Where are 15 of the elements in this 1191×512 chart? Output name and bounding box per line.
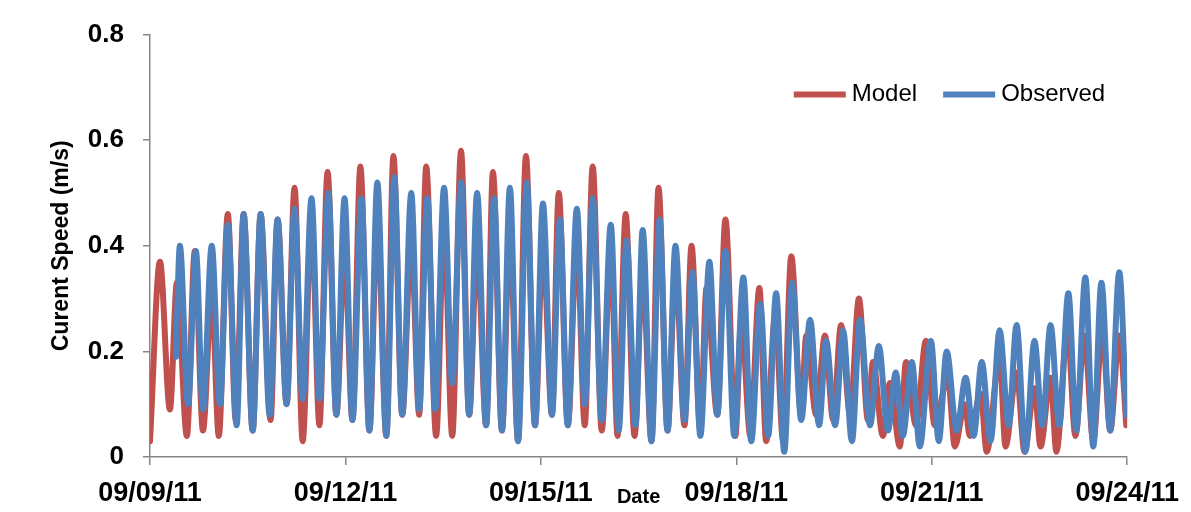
x-axis-title: Date xyxy=(616,484,661,507)
x-tick-label: 09/18/11 xyxy=(684,476,789,507)
x-tick-label: 09/24/11 xyxy=(1075,476,1180,507)
y-tick-label: 0 xyxy=(109,440,124,471)
y-tick-label: 0.6 xyxy=(87,123,124,154)
x-tick-label: 09/12/11 xyxy=(293,476,398,507)
legend-label: Observed xyxy=(1001,79,1106,107)
legend-label: Model xyxy=(851,79,918,107)
y-tick-label: 0.8 xyxy=(87,17,124,48)
x-tick-label: 09/21/11 xyxy=(879,476,984,507)
x-tick-label: 09/15/11 xyxy=(489,476,593,507)
y-axis-title: Curent Speed (m/s) xyxy=(47,140,74,352)
y-tick-label: 0.4 xyxy=(87,228,125,259)
y-tick-label: 0.2 xyxy=(87,334,124,365)
x-tick-label: 09/09/11 xyxy=(98,476,202,507)
